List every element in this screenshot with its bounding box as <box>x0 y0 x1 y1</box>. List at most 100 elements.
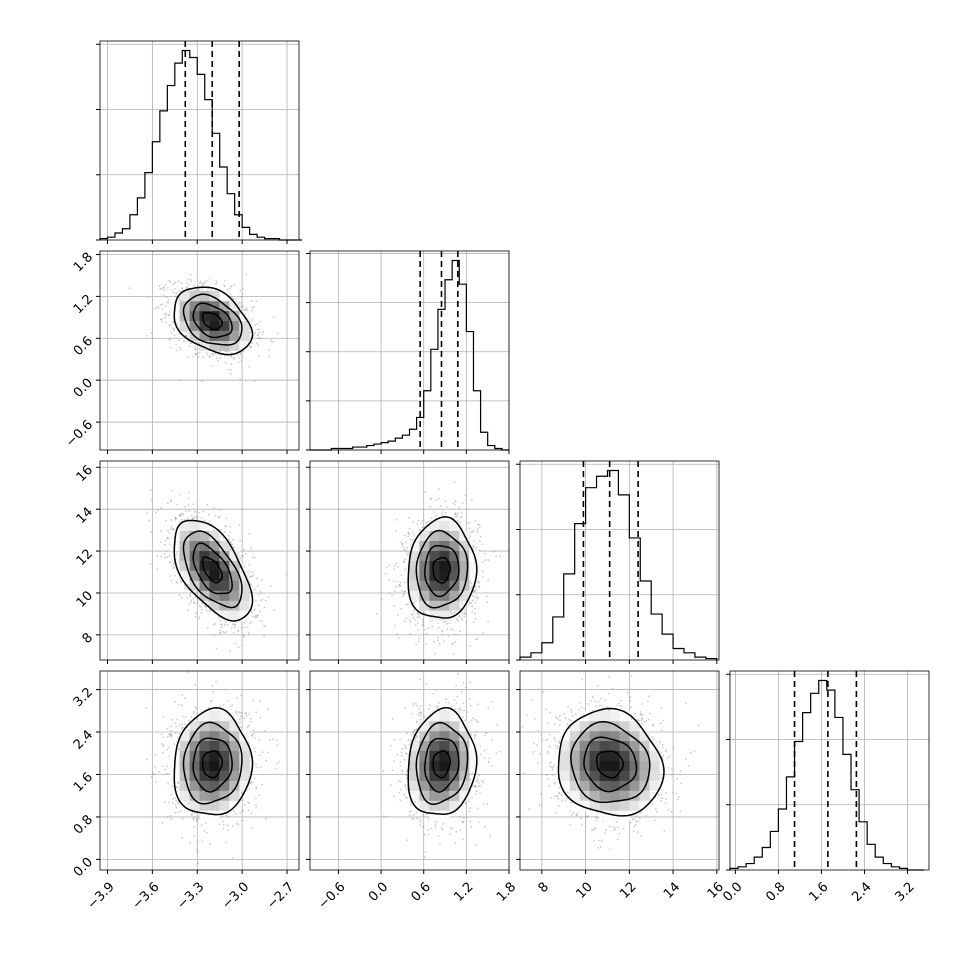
scatter-point <box>260 337 262 340</box>
scatter-point <box>425 632 428 635</box>
histogram-steps <box>310 259 509 451</box>
scatter-point <box>417 637 420 640</box>
scatter-point <box>227 534 230 537</box>
density-cell <box>199 550 210 561</box>
scatter-point <box>455 618 458 621</box>
scatter-point <box>194 347 196 350</box>
scatter-point <box>174 295 177 298</box>
scatter-point <box>183 340 185 343</box>
scatter-point <box>482 561 484 563</box>
scatter-point <box>219 632 222 634</box>
scatter-point <box>177 280 180 283</box>
scatter-point <box>171 489 174 492</box>
scatter-point <box>421 519 424 522</box>
scatter-point <box>172 564 175 566</box>
scatter-point <box>252 574 254 577</box>
scatter-point <box>225 631 228 633</box>
scatter-point <box>486 595 488 598</box>
scatter-point <box>244 308 246 311</box>
scatter-point <box>256 585 259 587</box>
scatter-point <box>385 566 388 569</box>
scatter-point <box>207 600 210 603</box>
scatter-point <box>170 332 173 334</box>
scatter-point <box>185 335 187 337</box>
panel-frame <box>99 40 300 241</box>
scatter-point <box>405 551 408 554</box>
scatter-point <box>456 633 459 636</box>
scatter-point <box>403 593 406 596</box>
scatter-point <box>408 527 411 530</box>
scatter-point <box>158 285 161 288</box>
scatter-point <box>211 354 214 357</box>
scatter-point <box>169 346 172 349</box>
scatter-point <box>192 598 195 600</box>
scatter-point <box>403 581 406 584</box>
density-cell <box>189 320 200 331</box>
scatter-point <box>472 595 475 598</box>
scatter-point <box>402 595 404 597</box>
scatter-point <box>474 586 477 589</box>
scatter-point <box>196 352 199 354</box>
scatter-point <box>239 377 242 380</box>
scatter-point <box>441 511 444 514</box>
scatter-point <box>215 647 218 650</box>
scatter-point <box>186 517 189 520</box>
scatter-point <box>163 286 166 289</box>
scatter-point <box>224 525 227 528</box>
scatter-point <box>450 612 453 615</box>
scatter-point <box>476 530 479 533</box>
scatter-point <box>240 353 242 356</box>
scatter-point <box>425 521 427 524</box>
scatter-point <box>194 615 197 618</box>
scatter-point <box>239 540 241 542</box>
scatter-point <box>242 555 245 557</box>
scatter-point <box>179 348 182 351</box>
scatter-point <box>235 297 237 300</box>
density-cell <box>219 580 230 591</box>
scatter-point <box>404 534 406 537</box>
scatter-point <box>223 631 226 634</box>
scatter-point <box>249 621 252 624</box>
scatter-point <box>270 341 273 343</box>
density-cell <box>209 340 220 351</box>
scatter-point <box>190 280 193 283</box>
scatter-point <box>243 635 245 638</box>
scatter-point <box>159 303 162 306</box>
scatter-point <box>219 350 222 353</box>
scatter-point <box>468 527 471 530</box>
scatter-point <box>205 280 208 282</box>
scatter-point <box>461 611 464 614</box>
scatter-point <box>396 565 399 568</box>
scatter-point <box>424 491 427 493</box>
scatter-point <box>257 604 260 607</box>
scatter-point <box>251 318 254 320</box>
scatter-point <box>171 321 174 324</box>
scatter-point <box>217 516 220 519</box>
scatter-point <box>236 630 239 633</box>
scatter-point <box>254 599 257 602</box>
scatter-point <box>181 288 184 290</box>
scatter-point <box>197 599 199 602</box>
scatter-point <box>250 309 253 312</box>
scatter-point <box>258 619 261 622</box>
scatter-point <box>156 568 159 571</box>
scatter-point <box>251 342 254 344</box>
scatter-point <box>259 610 262 613</box>
scatter-point <box>169 500 172 503</box>
scatter-point <box>415 643 418 646</box>
scatter-point <box>189 594 192 597</box>
scatter-point <box>433 640 435 643</box>
scatter-point <box>173 334 176 337</box>
scatter-point <box>169 528 172 531</box>
scatter-point <box>160 318 162 321</box>
scatter-point <box>238 357 241 359</box>
scatter-point <box>482 576 484 578</box>
scatter-point <box>206 354 209 356</box>
scatter-point <box>248 563 251 566</box>
scatter-point <box>420 522 422 525</box>
scatter-point <box>459 630 461 633</box>
scatter-point <box>285 573 288 576</box>
scatter-point <box>394 590 396 592</box>
scatter-point <box>395 585 398 588</box>
density-cell <box>189 550 200 561</box>
